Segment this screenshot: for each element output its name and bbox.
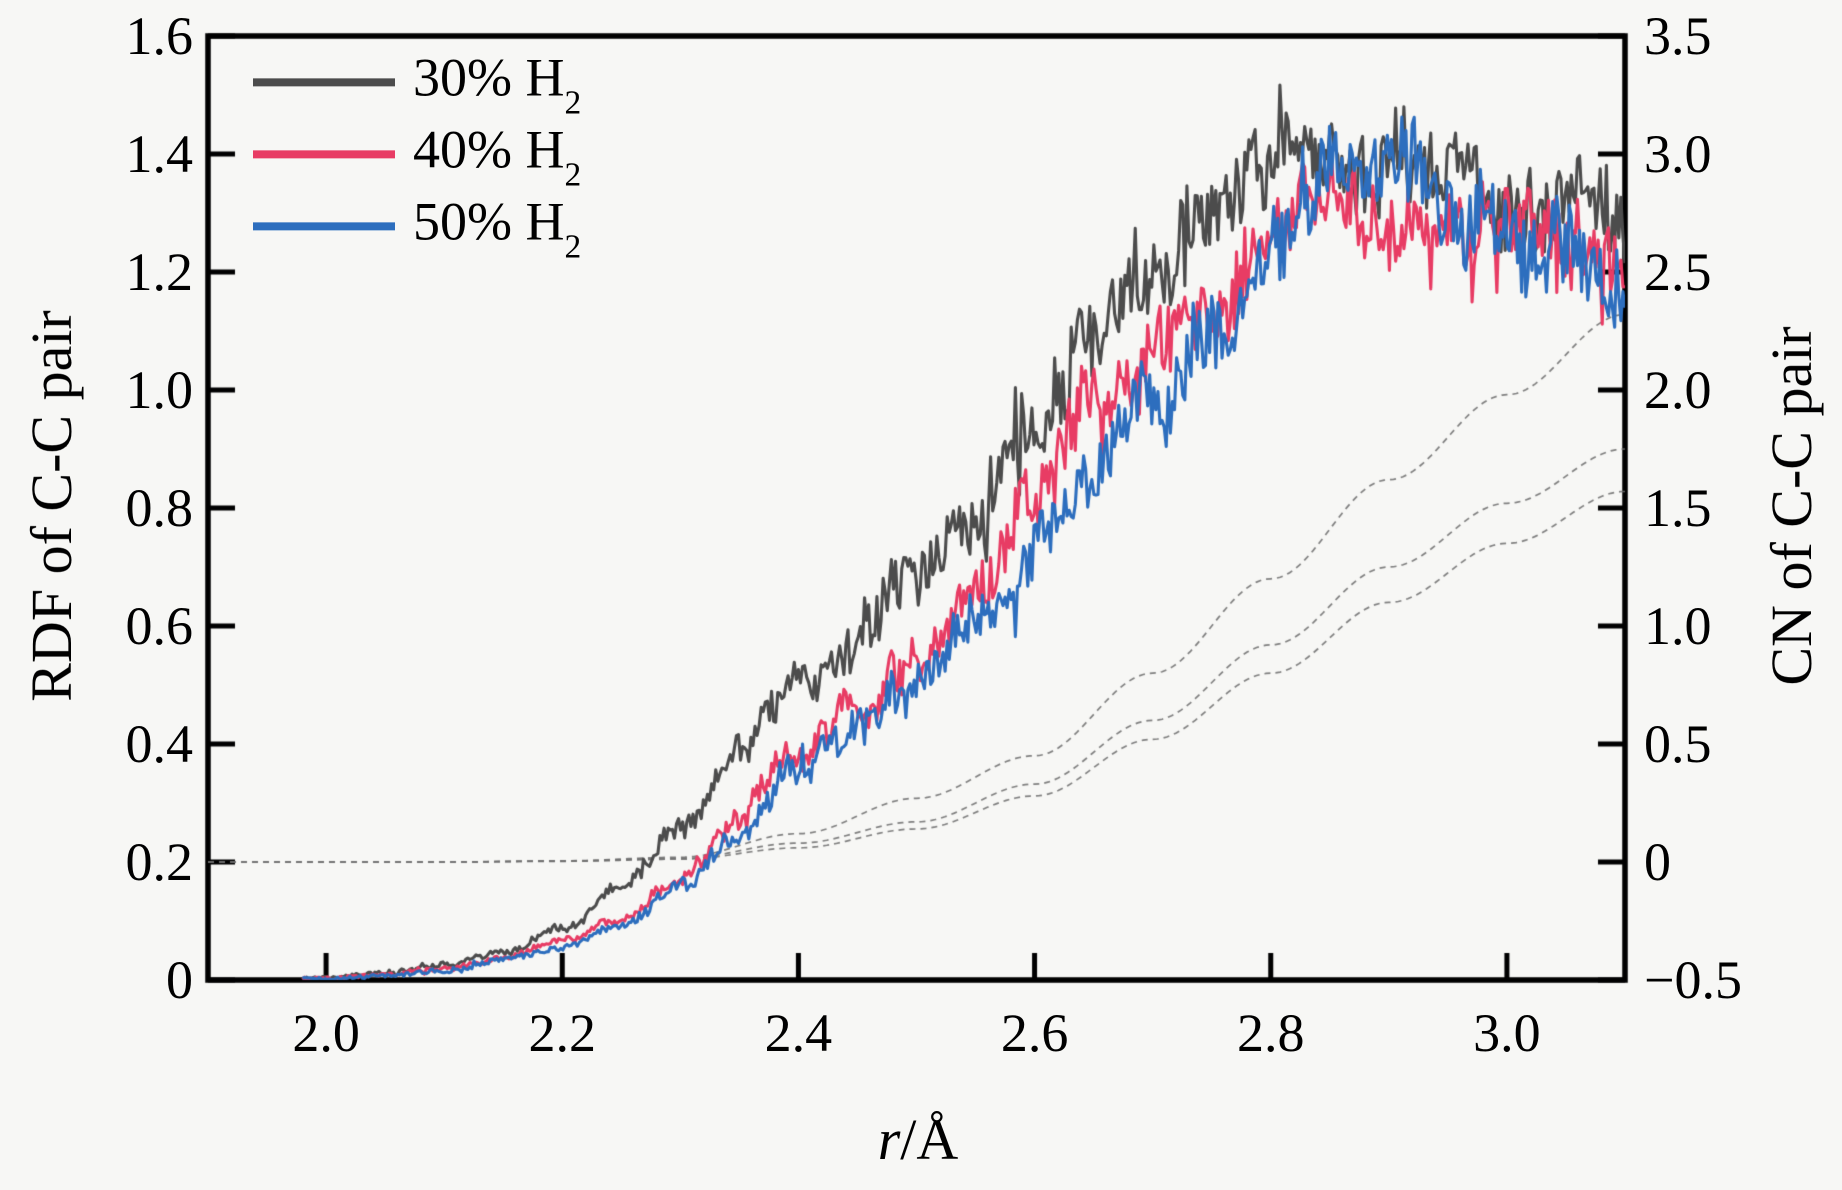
legend-item: 50% H2 (253, 191, 582, 266)
left-tick-label: 1.6 (125, 6, 194, 66)
right-tick-label: 3.5 (1644, 6, 1712, 66)
x-tick-label: 3.0 (1473, 1003, 1541, 1063)
left-tick-label: 1.2 (125, 242, 194, 302)
left-axis-title: RDF of C-C pair (19, 310, 84, 702)
legend-line-swatch (253, 222, 395, 230)
right-tick-label: 0 (1644, 832, 1671, 892)
legend-label: 40% H2 (413, 119, 582, 194)
legend-line-swatch (253, 78, 395, 86)
left-tick-label: 1.4 (125, 124, 194, 184)
legend-label: 30% H2 (413, 47, 582, 122)
legend-item: 30% H2 (253, 47, 582, 122)
right-axis-title: CN of C-C pair (1759, 326, 1824, 686)
right-tick-label: 2.0 (1644, 360, 1712, 420)
right-tick-label: 3.0 (1644, 124, 1712, 184)
x-axis-title: r/Å (878, 1111, 959, 1169)
legend-line-swatch (253, 150, 395, 158)
x-tick-label: 2.2 (528, 1003, 597, 1063)
x-tick-label: 2.0 (292, 1003, 360, 1063)
right-tick-label: 0.5 (1644, 714, 1712, 774)
left-tick-label: 0.8 (125, 478, 194, 538)
left-tick-label: 0.2 (125, 832, 194, 892)
legend-label: 50% H2 (413, 191, 582, 266)
right-tick-label: 1.0 (1644, 596, 1712, 656)
left-tick-label: 0 (166, 950, 193, 1010)
x-tick-label: 2.8 (1237, 1003, 1305, 1063)
left-tick-label: 0.6 (125, 596, 194, 656)
left-tick-label: 1.0 (125, 360, 194, 420)
x-axis-title-unit: /Å (900, 1107, 959, 1172)
legend-item: 40% H2 (253, 119, 582, 194)
right-tick-label: 2.5 (1644, 242, 1712, 302)
x-axis-title-symbol: r (877, 1107, 901, 1172)
right-tick-label: 1.5 (1644, 478, 1712, 538)
right-tick-label: −0.5 (1644, 950, 1742, 1010)
x-tick-label: 2.4 (764, 1003, 833, 1063)
x-tick-label: 2.6 (1000, 1003, 1069, 1063)
left-tick-label: 0.4 (125, 714, 194, 774)
